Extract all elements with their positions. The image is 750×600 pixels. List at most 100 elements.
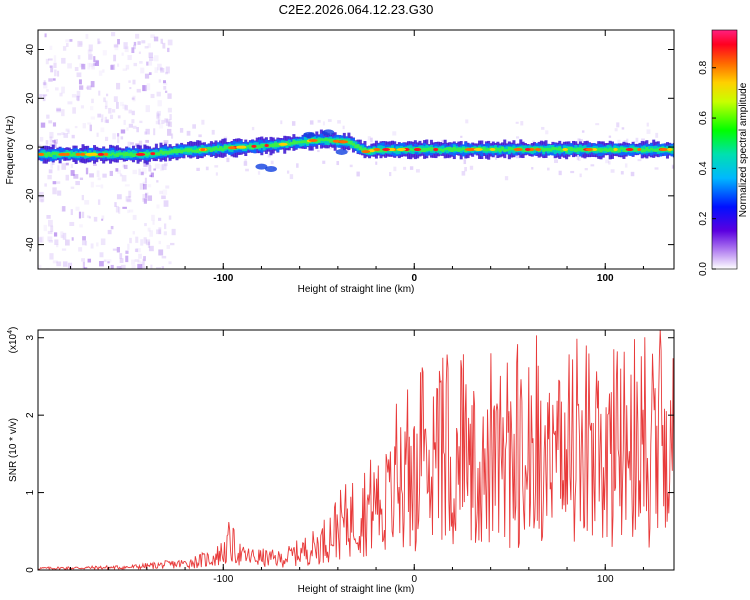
ridge-cell <box>118 152 122 156</box>
ridge-cell <box>480 147 484 150</box>
ridge-cell <box>322 138 326 142</box>
noise-cell <box>140 171 144 176</box>
ridge-cell <box>301 140 305 144</box>
noise-cell <box>140 261 145 267</box>
ridge-cell <box>191 149 195 153</box>
noise-cell <box>148 162 151 166</box>
noise-cell <box>93 216 98 222</box>
noise-cell <box>137 41 141 45</box>
noise-cell <box>149 165 152 173</box>
noise-cell <box>102 50 107 56</box>
noise-cell <box>39 136 44 142</box>
noise-cell <box>139 120 143 124</box>
noise-cell <box>163 200 169 207</box>
ridge-cell <box>361 148 365 153</box>
noise-cell <box>214 165 219 168</box>
ridge-cell <box>177 149 181 153</box>
hotspot-cell <box>413 148 422 151</box>
ridge-cell <box>542 148 546 152</box>
noise-cell <box>144 46 149 49</box>
ridge-cell <box>569 146 573 152</box>
noise-cell <box>124 105 128 111</box>
noise-cell <box>107 261 110 264</box>
ridge-cell <box>303 140 307 144</box>
noise-cell <box>90 181 94 188</box>
noise-cell <box>101 218 104 221</box>
noise-cell <box>145 139 149 143</box>
noise-cell <box>113 96 118 102</box>
noise-cell <box>132 125 137 129</box>
noise-cell <box>85 33 89 39</box>
ridge-cell <box>462 147 465 151</box>
snr-frame <box>37 329 675 571</box>
ridge-cell <box>109 153 113 157</box>
ridge-cell <box>645 146 649 152</box>
hotspot-cell <box>75 152 81 156</box>
noise-cell <box>117 136 120 144</box>
ridge-cell <box>72 152 76 157</box>
noise-cell <box>317 149 320 153</box>
colorbar-tick-label: 0.6 <box>698 111 709 125</box>
noise-cell <box>349 164 353 168</box>
ridge-cell <box>258 145 262 149</box>
noise-cell <box>45 140 49 145</box>
noise-cell <box>142 258 145 266</box>
ridge-cell <box>145 153 149 157</box>
noise-cell <box>624 163 628 168</box>
noise-cell <box>76 90 81 98</box>
noise-cell <box>322 160 326 164</box>
noise-cell <box>81 240 87 246</box>
noise-cell <box>637 159 642 162</box>
noise-cell <box>96 170 100 178</box>
noise-cell <box>57 70 60 77</box>
noise-cell <box>392 131 397 136</box>
hotspot-cell <box>396 148 407 151</box>
hotspot-cell <box>524 148 531 151</box>
ridge-cell <box>260 143 264 149</box>
noise-cell <box>157 113 161 121</box>
ridge-cell <box>317 138 321 143</box>
noise-cell <box>52 187 57 195</box>
noise-cell <box>46 114 50 119</box>
noise-cell <box>267 154 271 158</box>
noise-cell <box>672 165 674 169</box>
noise-cell <box>270 160 274 165</box>
colorbar-tick-label: 0.0 <box>698 262 709 276</box>
colorbar-scale <box>711 29 738 270</box>
noise-cell <box>245 168 249 172</box>
ridge-cell <box>347 140 351 144</box>
noise-cell <box>97 177 101 181</box>
noise-cell <box>60 231 64 238</box>
noise-cell <box>140 265 146 269</box>
noise-cell <box>79 85 84 90</box>
noise-cell <box>71 94 77 98</box>
noise-cell <box>65 162 69 166</box>
noise-cell <box>116 194 122 200</box>
ridge-cell <box>555 147 559 151</box>
noise-cell <box>89 63 94 68</box>
noise-cell <box>82 266 87 269</box>
noise-cell <box>121 52 124 56</box>
ridge-cell <box>131 149 135 158</box>
ridge-cell <box>182 149 186 152</box>
noise-cell <box>215 172 218 176</box>
noise-cell <box>168 261 172 265</box>
hotspot-cell <box>103 152 109 156</box>
ridge-cell <box>496 147 500 151</box>
noise-cell <box>129 87 132 90</box>
noise-cell <box>88 54 93 60</box>
noise-cell <box>105 136 109 141</box>
noise-cell <box>617 139 621 144</box>
noise-cell <box>160 67 163 71</box>
noise-cell <box>77 40 83 47</box>
noise-cell <box>61 57 66 64</box>
ridge-cell <box>409 147 413 151</box>
noise-cell <box>142 85 147 92</box>
ridge-cell <box>184 148 188 152</box>
ridge-cell <box>111 152 115 155</box>
ridge-cell <box>306 140 310 144</box>
noise-cell <box>54 239 59 245</box>
ridge-cell <box>148 152 152 155</box>
noise-cell <box>134 248 139 253</box>
noise-cell <box>158 240 161 245</box>
